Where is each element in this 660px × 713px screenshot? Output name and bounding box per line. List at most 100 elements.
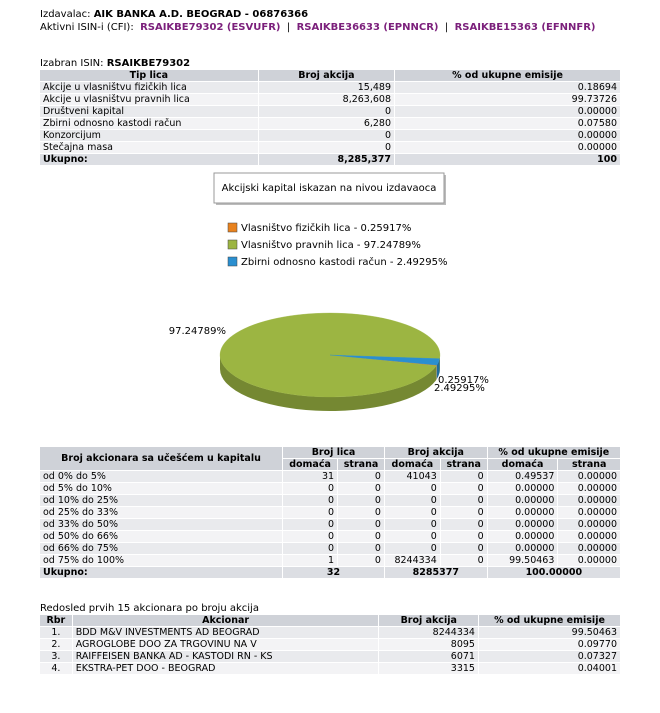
row: od 50% do 66% 0 0 0 0 0.00000 0.00000 <box>40 531 620 542</box>
cell: 0 <box>338 531 384 542</box>
cell: 100.00000 <box>487 567 620 578</box>
cell: 41043 <box>384 471 440 482</box>
row: Društveni kapital 0 0.00000 <box>40 106 620 117</box>
row: od 25% do 33% 0 0 0 0 0.00000 0.00000 <box>40 507 620 518</box>
column-header: Broj akcionara sa učešćem u kapitalu <box>40 447 282 470</box>
cell: 32 <box>283 567 384 578</box>
row: 1. BDD M&V INVESTMENTS AD BEOGRAD 8244334 9… <box>40 627 620 638</box>
legend-label: Vlasništvo fizičkih lica - 0.25917% <box>241 222 411 234</box>
cell: Konzorcijum <box>40 130 258 141</box>
cell: 0 <box>338 495 384 506</box>
cell: 0 <box>440 483 487 494</box>
cell: 0 <box>283 519 338 530</box>
cell: 0.00000 <box>395 142 620 153</box>
slice-label: 97.24789% <box>169 326 226 337</box>
cell: od 75% do 100% <box>40 555 282 566</box>
legend-swatch <box>227 239 238 250</box>
cell: od 50% do 66% <box>40 531 282 542</box>
cell: 0 <box>338 507 384 518</box>
sub-header: strana <box>440 459 487 470</box>
cell: 8,285,377 <box>258 154 395 165</box>
cell: 0 <box>384 507 440 518</box>
shareholding-table: Broj akcionara sa učešćem u kapitalu Broj… <box>39 446 621 579</box>
slice-label: 2.49295% <box>434 383 485 394</box>
cell: od 25% do 33% <box>40 507 282 518</box>
cell: 0 <box>338 471 384 482</box>
cell: Zbirni odnosno kastodi račun <box>40 118 258 129</box>
cell: 0 <box>440 543 487 554</box>
row: 3. RAIFFEISEN BANKA AD - KASTODI RN - KS 6… <box>40 651 620 662</box>
cell: 0.00000 <box>487 495 558 506</box>
cell: 0 <box>258 106 395 117</box>
cell: Ukupno: <box>40 567 282 578</box>
isin-link[interactable]: RSAIKBE36633 (EPNNCR) <box>296 22 439 33</box>
cell: 0 <box>283 495 338 506</box>
cell: 8095 <box>379 639 478 650</box>
cell: 31 <box>283 471 338 482</box>
cell: 0.00000 <box>558 543 620 554</box>
column-header: Tip lica <box>40 70 258 81</box>
cell: 0 <box>440 495 487 506</box>
cell: 0.49537 <box>487 471 558 482</box>
cell: 99.50463 <box>487 555 558 566</box>
isin-link[interactable]: RSAIKBE15363 (EFNNFR) <box>454 22 596 33</box>
slice-label: 0.25917% <box>438 375 489 386</box>
cell: 0.00000 <box>487 531 558 542</box>
selected-line: Izabran ISIN: RSAIKBE79302 <box>40 58 190 69</box>
row: Akcije u vlasništvu fizičkih lica 15,489 0… <box>40 82 620 93</box>
row: Akcije u vlasništvu pravnih lica 8,263,60… <box>40 94 620 105</box>
cell: 2. <box>40 639 72 650</box>
cell: od 66% do 75% <box>40 543 282 554</box>
cell: 99.73726 <box>395 94 620 105</box>
cell: 0 <box>338 555 384 566</box>
cell: Ukupno: <box>40 154 258 165</box>
row: od 0% do 5% 31 0 41043 0 0.49537 0.00000 <box>40 471 620 482</box>
sub-header: domaća <box>487 459 558 470</box>
cell: 8,263,608 <box>258 94 395 105</box>
header-row: Rbr Akcionar Broj akcija% od ukupne emisij… <box>40 615 620 626</box>
group-header: % od ukupne emisije <box>487 447 620 458</box>
sub-header: strana <box>338 459 384 470</box>
cell: Akcije u vlasništvu fizičkih lica <box>40 82 258 93</box>
issuer-label: Izdavalac: <box>40 9 91 20</box>
row: Stečajna masa 0 0.00000 <box>40 142 620 153</box>
cell: 100 <box>395 154 620 165</box>
cell: 0 <box>258 142 395 153</box>
header-row: Broj akcionara sa učešćem u kapitalu Broj… <box>40 447 620 470</box>
cell: 8285377 <box>384 567 487 578</box>
cell: 0 <box>258 130 395 141</box>
cell: 0.00000 <box>558 555 620 566</box>
pie-slice <box>329 354 440 366</box>
top-caption: Redosled prvih 15 akcionara po broju akc… <box>40 603 259 614</box>
cell: 0 <box>283 483 338 494</box>
cell: 0.00000 <box>558 507 620 518</box>
isin-link[interactable]: RSAIKBE79302 (ESVUFR) <box>140 22 281 33</box>
legend-label: Vlasništvo pravnih lica - 97.24789% <box>241 239 421 251</box>
cell: 0 <box>283 531 338 542</box>
row: 4. EKSTRA-PET DOO - BEOGRAD 3315 0.04001 <box>40 663 620 674</box>
cell: 0 <box>384 519 440 530</box>
cell: 0 <box>440 531 487 542</box>
cell: 0 <box>283 507 338 518</box>
cell: 6071 <box>379 651 478 662</box>
cell: BDD M&V INVESTMENTS AD BEOGRAD <box>72 627 379 638</box>
row: od 33% do 50% 0 0 0 0 0.00000 0.00000 <box>40 519 620 530</box>
cell: 0.07580 <box>395 118 620 129</box>
cell: 0 <box>384 495 440 506</box>
cell: 3. <box>40 651 72 662</box>
column-header: % od ukupne emisije <box>395 70 620 81</box>
group-header: Broj akcija <box>384 447 487 458</box>
cell: 0 <box>440 507 487 518</box>
cell: od 10% do 25% <box>40 495 282 506</box>
cell: 0.18694 <box>395 82 620 93</box>
cell: od 33% do 50% <box>40 519 282 530</box>
cell: 0 <box>384 531 440 542</box>
cell: 0.09770 <box>478 639 620 650</box>
cell: 8244334 <box>379 627 478 638</box>
column-header: Broj akcija <box>379 615 478 626</box>
title-box <box>213 172 445 204</box>
cell: 15,489 <box>258 82 395 93</box>
total-row: Ukupno: 8,285,377 100 <box>40 154 620 165</box>
